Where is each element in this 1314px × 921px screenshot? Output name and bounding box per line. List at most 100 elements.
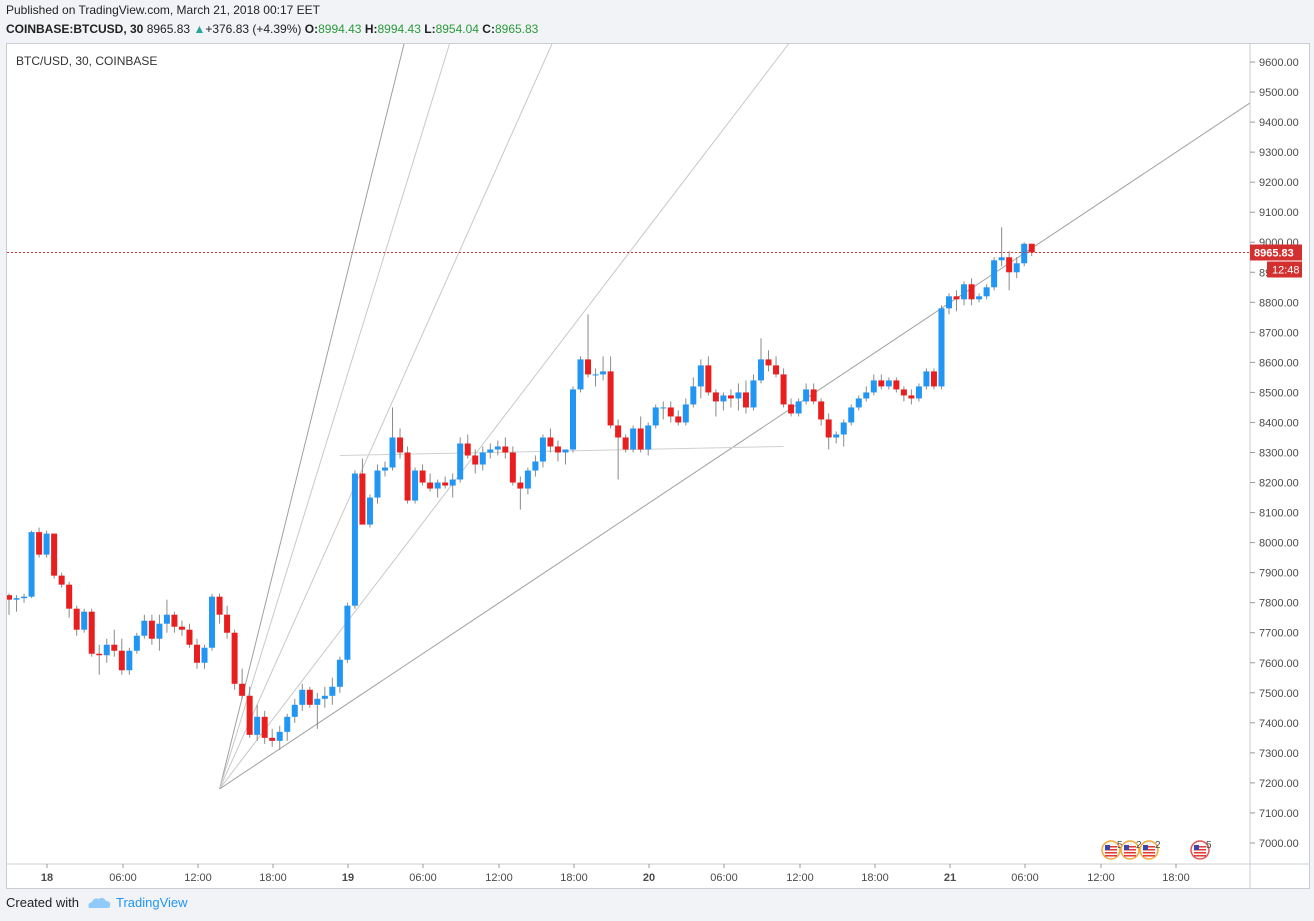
flag-badge-icon[interactable]: 5 [1101,840,1123,860]
candle [374,464,381,504]
candle [998,227,1005,267]
candle [382,461,388,477]
candle [472,449,479,474]
time-axis[interactable]: 18 06:00 12:00 18:00 19 06:00 12:00 18:00 20 06:0… [41,864,1190,884]
y-tick-label: 8600.00 [1259,357,1299,369]
candle [645,422,652,456]
price-axis[interactable]: 7000.00 7100.00 7200.00 7300.00 7400.00 7500.… [1250,57,1302,850]
candle [351,470,358,609]
y-tick-label: 8700.00 [1259,327,1299,339]
fan-line [219,44,553,790]
candle [697,359,704,399]
low-label: L: [424,22,436,36]
created-with-text: Created with [6,895,79,910]
candle [73,605,80,636]
candle [900,386,907,402]
y-tick-label: 8800.00 [1259,297,1299,309]
x-tick-label: 12:00 [786,872,814,884]
candle [803,383,810,405]
candle [705,356,712,396]
candle [66,581,73,618]
published-text: Published on TradingView.com, March 21, … [6,3,320,17]
fan-line [219,102,1251,790]
y-tick-label: 8400.00 [1259,417,1299,429]
candle [660,401,667,420]
candle [404,446,411,504]
high-label: H: [364,22,378,36]
up-arrow-icon: ▲ [193,22,206,36]
candles [7,227,1035,750]
candle [13,595,20,612]
x-tick-label: 19 [342,872,354,884]
candle [720,392,727,411]
x-tick-label: 12:00 [184,872,212,884]
fan-line [219,44,405,790]
flag-badge-icon[interactable]: 2 [1139,840,1161,860]
y-tick-label: 8100.00 [1259,508,1299,520]
candle [615,419,622,480]
candle [765,350,772,372]
candle [833,431,840,444]
close-value: 8965.83 [494,22,539,36]
candle [1006,251,1013,291]
x-tick-label: 06:00 [710,872,738,884]
candle [261,710,268,744]
candle [502,437,509,459]
tradingview-brand[interactable]: TradingView [87,895,188,910]
candle [773,356,780,378]
candle [607,356,614,429]
candle [810,383,817,405]
candle [795,398,802,417]
candle [103,638,110,663]
candle [968,278,975,306]
candle [133,632,140,654]
candle [855,395,862,411]
change-value: +376.83 (+4.39%) [205,22,302,36]
trend-line [339,445,784,457]
low-value: 8954.04 [435,22,479,36]
candle [457,437,464,483]
candle [539,434,546,468]
candle [7,593,12,615]
candle [938,305,945,390]
candle [570,386,576,453]
candle [885,377,892,390]
candle [953,290,960,312]
flag-badge-icon[interactable]: 2 [1120,840,1142,860]
flag-badge-icon[interactable]: 5 [1190,840,1212,860]
candle [314,692,321,729]
candle [397,428,404,459]
candle [870,374,877,396]
x-tick-label: 12:00 [485,872,513,884]
symbol-label: COINBASE:BTCUSD, 30 [6,22,144,36]
open-label: O: [304,22,319,36]
candle [126,647,133,675]
candle [389,407,396,471]
candle [209,593,216,651]
y-tick-label: 7800.00 [1259,598,1299,610]
x-tick-label: 06:00 [1011,872,1039,884]
event-badges[interactable]: 5 2 2 5 [1101,840,1212,860]
candlestick-chart[interactable]: 7000.00 7100.00 7200.00 7300.00 7400.00 7500.… [7,44,1309,888]
y-tick-label: 9300.00 [1259,147,1299,159]
last-price-tag [1250,244,1302,261]
candle [750,374,757,411]
y-tick-label: 7600.00 [1259,658,1299,670]
candle [51,533,58,579]
candle [667,401,674,423]
candle [359,458,366,525]
chart-panel[interactable]: 7000.00 7100.00 7200.00 7300.00 7400.00 7500.… [6,43,1310,889]
candle [915,383,922,402]
x-tick-label: 20 [643,872,655,884]
candle [276,725,283,750]
y-tick-label: 9600.00 [1259,57,1299,69]
candle [141,614,148,639]
x-tick-label: 18:00 [259,872,287,884]
candle [442,476,449,489]
candle [479,446,486,471]
candle [269,728,276,747]
candle [43,530,50,558]
candle [81,608,88,633]
candle [848,404,855,426]
last-price: 8965.83 [146,22,191,36]
